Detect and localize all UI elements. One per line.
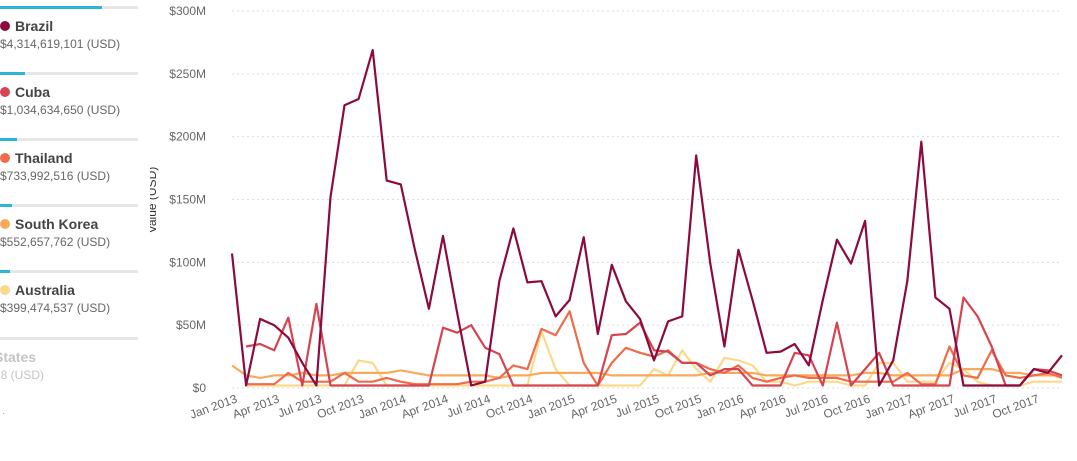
series-line-south-korea[interactable] bbox=[231, 364, 1062, 379]
x-tick-label: Apr 2017 bbox=[906, 392, 957, 422]
x-tick-label: Jul 2013 bbox=[276, 392, 324, 421]
legend-country-value: $733,992,516 (USD) bbox=[0, 169, 111, 183]
legend: Brazil $4,314,619,101 (USD) Cuba $1,034,634… bbox=[0, 0, 150, 461]
y-axis-label: Value (USD) bbox=[150, 167, 159, 233]
legend-country-value: $399,474,537 (USD) bbox=[0, 301, 111, 315]
legend-country-value: $4,314,619,101 (USD) bbox=[0, 37, 121, 51]
share-bar-fill bbox=[0, 6, 103, 9]
y-tick-label: $150M bbox=[169, 193, 206, 207]
x-tick-label: Jul 2015 bbox=[614, 392, 662, 421]
share-bar bbox=[0, 138, 138, 141]
y-tick-label: $200M bbox=[169, 130, 206, 144]
legend-country-name: Brazil bbox=[15, 18, 54, 34]
x-tick-label: Jan 2015 bbox=[525, 392, 576, 422]
share-bar bbox=[0, 72, 138, 75]
y-axis-ticks: $0 $50M $100M $150M $200M $250M $300M bbox=[169, 4, 206, 395]
line-chart: $0 $50M $100M $150M $200M $250M $300M Jan 2013… bbox=[150, 4, 1063, 422]
legend-color-dot bbox=[0, 87, 10, 97]
x-tick-label: Apr 2013 bbox=[231, 392, 282, 422]
legend-country-name: Cuba bbox=[15, 84, 50, 100]
share-bar-fill bbox=[0, 204, 13, 207]
legend-color-dot bbox=[0, 285, 10, 295]
y-tick-label: $0 bbox=[193, 381, 207, 395]
legend-country-value: 38 (USD) bbox=[0, 368, 45, 382]
legend-country-name: States bbox=[0, 349, 37, 365]
x-tick-label: Jan 2013 bbox=[188, 392, 239, 422]
share-bar-fill bbox=[0, 270, 10, 273]
x-tick-label: Oct 2017 bbox=[990, 392, 1041, 422]
x-tick-label: Apr 2015 bbox=[568, 392, 619, 422]
y-tick-label: $250M bbox=[169, 67, 206, 81]
legend-country-value: $1,034,634,650 (USD) bbox=[0, 103, 121, 117]
y-tick-label: $100M bbox=[169, 255, 206, 269]
y-tick-label: $50M bbox=[176, 318, 206, 332]
legend-color-dot bbox=[0, 219, 10, 229]
legend-scroll-mark: · bbox=[2, 408, 6, 419]
x-tick-label: Jul 2014 bbox=[445, 392, 493, 421]
x-tick-label: Oct 2015 bbox=[653, 392, 704, 422]
x-tick-label: Oct 2016 bbox=[822, 392, 873, 422]
share-bar bbox=[0, 6, 138, 9]
share-bar bbox=[0, 337, 138, 340]
legend-country-name: Australia bbox=[15, 282, 75, 298]
series-lines bbox=[230, 48, 1063, 387]
share-bar-fill bbox=[0, 72, 25, 75]
x-tick-label: Apr 2014 bbox=[399, 392, 450, 422]
x-tick-label: Jan 2016 bbox=[694, 392, 745, 422]
legend-color-dot bbox=[0, 21, 10, 31]
share-bar bbox=[0, 204, 138, 207]
legend-color-dot bbox=[0, 153, 10, 163]
series-line-brazil[interactable] bbox=[230, 48, 1063, 387]
x-tick-label: Oct 2014 bbox=[484, 392, 535, 422]
x-tick-label: Jan 2017 bbox=[863, 392, 914, 422]
x-tick-label: Oct 2013 bbox=[315, 392, 366, 422]
grid-lines bbox=[232, 10, 1062, 389]
x-tick-label: Jan 2014 bbox=[357, 392, 408, 422]
x-tick-label: Jul 2017 bbox=[951, 392, 999, 421]
share-bar-fill bbox=[0, 138, 17, 141]
y-tick-label: $300M bbox=[169, 4, 206, 18]
series-line-cuba[interactable] bbox=[245, 296, 1063, 387]
share-bar bbox=[0, 270, 138, 273]
legend-country-name: South Korea bbox=[15, 216, 99, 232]
series-line-thailand[interactable] bbox=[246, 310, 1063, 387]
legend-country-name: Thailand bbox=[15, 150, 73, 166]
x-tick-label: Apr 2016 bbox=[737, 392, 788, 422]
x-tick-label: Jul 2016 bbox=[782, 392, 830, 421]
series-line-australia[interactable] bbox=[246, 330, 1062, 387]
legend-country-value: $552,657,762 (USD) bbox=[0, 235, 111, 249]
